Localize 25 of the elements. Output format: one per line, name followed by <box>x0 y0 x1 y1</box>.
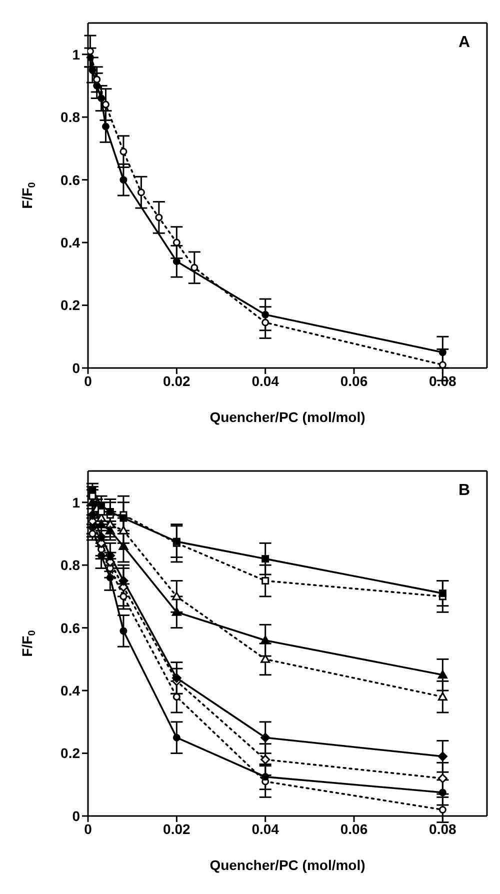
x-axis-title: Quencher/PC (mol/mol) <box>210 409 366 425</box>
y-tick-label: 1 <box>72 494 80 510</box>
y-tick-label: 0.2 <box>60 745 80 762</box>
x-axis-title: Quencher/PC (mol/mol) <box>210 857 366 873</box>
x-tick-label: 0.06 <box>340 820 368 837</box>
y-tick-label: 0 <box>72 360 80 376</box>
y-tick-label: 0 <box>72 808 80 824</box>
y-tick-label: 0.4 <box>60 234 80 251</box>
x-tick-label: 0.04 <box>252 820 280 837</box>
y-tick-label: 0.8 <box>60 109 80 126</box>
x-tick-label: 0.04 <box>252 372 280 389</box>
x-tick-label: 0 <box>84 372 92 389</box>
annotation: A <box>458 34 470 52</box>
x-tick-label: 0.02 <box>163 820 191 837</box>
y-tick-label: 0.6 <box>60 620 80 636</box>
x-tick-label: 0.06 <box>340 372 368 389</box>
y-tick-label: 0.6 <box>60 172 80 188</box>
x-tick-label: 0.02 <box>163 372 191 389</box>
x-tick-label: 0.08 <box>429 820 457 837</box>
y-tick-label: 0.2 <box>60 297 80 314</box>
annotation: B <box>458 482 470 500</box>
x-tick-label: 0 <box>84 820 92 837</box>
y-tick-label: 0.4 <box>60 682 80 699</box>
y-tick-label: 1 <box>72 46 80 62</box>
y-tick-label: 0.8 <box>60 557 80 574</box>
